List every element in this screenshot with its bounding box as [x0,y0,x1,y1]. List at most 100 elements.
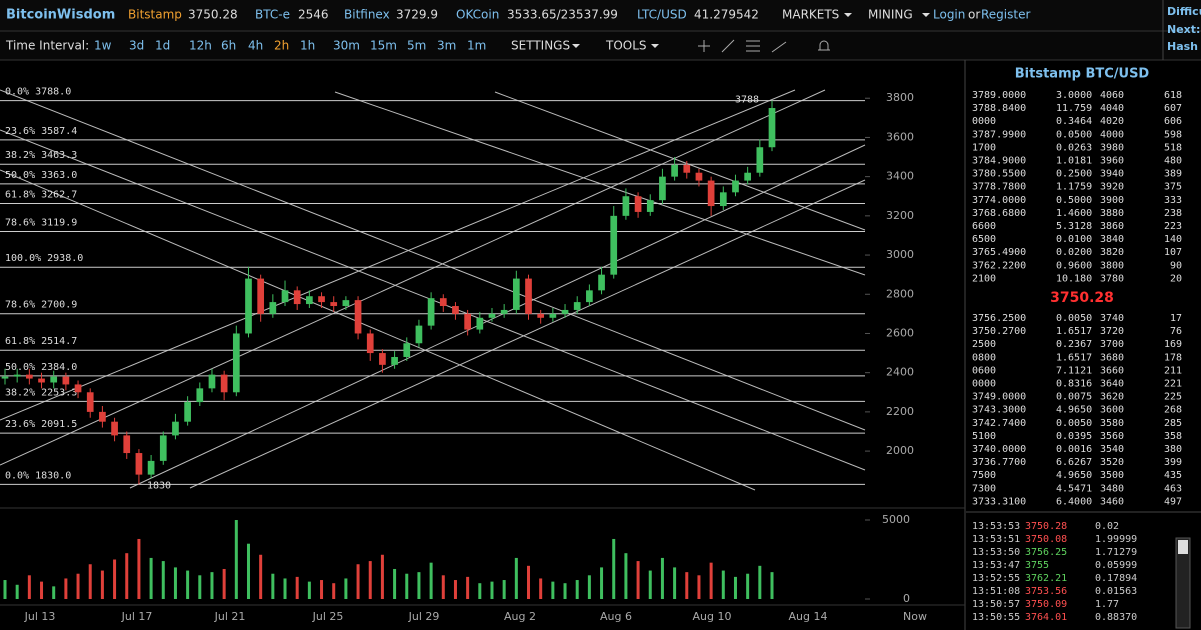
interval-button[interactable]: 15m [370,39,397,53]
scrollbar[interactable] [1175,537,1191,629]
candle-body [610,215,618,275]
volume-bar [636,561,640,599]
book-cell: 0.2500 [1056,169,1092,180]
ticker-name[interactable]: OKCoin [456,8,499,22]
interval-button[interactable]: 5m [407,39,426,53]
top-bar [0,0,1201,31]
interval-button[interactable]: 1m [467,39,486,53]
dropdown-arrow [922,13,930,17]
trade-price: 3755 [1025,560,1049,571]
book-cell: 4020 [1100,116,1124,127]
candle-body [744,172,751,181]
book-cell: 3740.0000 [972,444,1026,455]
book-cell: 3660 [1100,365,1124,376]
volume-bar [88,564,92,599]
interval-button[interactable]: 6h [221,39,236,53]
candle-body [330,302,338,307]
menu[interactable]: MINING [868,8,913,22]
candle-body [196,388,204,403]
candle-body [123,435,131,454]
interval-button[interactable]: 1w [94,39,112,53]
candle-body [184,402,191,422]
candle-body [306,296,313,305]
book-cell: 4040 [1100,103,1124,114]
interval-button[interactable]: 30m [333,39,360,53]
book-cell: 3774.0000 [972,195,1026,206]
book-cell: 1.6517 [1056,352,1092,363]
volume-bar [246,543,250,599]
brand[interactable]: BitcoinWisdom [6,8,115,23]
volume-bar [502,580,506,599]
book-cell: 7500 [972,470,996,481]
x-tick-label: Jul 29 [408,610,440,623]
candle-body [391,356,398,365]
candle-body [147,460,155,475]
interval-button[interactable]: 2h [274,39,289,53]
interval-button[interactable]: 3m [437,39,456,53]
interval-button[interactable]: 12h [189,39,212,53]
fib-label: 0.0% 3788.0 [5,87,71,98]
y-tick-label: 2200 [886,405,914,418]
y-tick-label: 3200 [886,209,914,222]
book-cell: 3920 [1100,182,1124,193]
toolbar [0,31,1201,60]
tools-menu[interactable]: TOOLS [605,39,647,53]
trade-time: 13:50:57 [972,599,1020,610]
x-tick-label: Jul 13 [24,610,56,623]
scroll-thumb[interactable] [1178,540,1188,554]
trade-price: 3750.09 [1025,599,1067,610]
volume-bar [697,575,701,599]
book-cell: 480 [1164,156,1182,167]
volume-bar [478,583,482,599]
book-cell: 3740 [1100,313,1124,324]
volume-bar [770,572,774,599]
side-info: Next: [1167,23,1200,36]
volume-bar [453,580,457,599]
candle-body [439,298,447,307]
menu[interactable]: MARKETS [782,8,839,22]
candle-body [768,108,776,148]
fib-label: 61.8% 2514.7 [5,336,77,347]
book-cell: 7.1121 [1056,365,1092,376]
ticker-name[interactable]: Bitfinex [344,8,390,22]
annotation: 3788 [735,95,759,106]
book-cell: 3749.0000 [972,392,1026,403]
book-cell: 90 [1170,260,1182,271]
ticker-name[interactable]: BTC-e [255,8,290,22]
book-cell: 3680 [1100,352,1124,363]
volume-bar [3,580,7,599]
volume-bar [539,578,543,599]
settings-menu[interactable]: SETTINGS [511,39,570,53]
y-tick-label: 2600 [886,326,914,339]
interval-button[interactable]: 1h [300,39,315,53]
trade-amount: 1.77 [1095,599,1119,610]
book-cell: 3768.6800 [972,208,1026,219]
trade-amount: 0.01563 [1095,586,1137,597]
interval-button[interactable]: 1d [155,39,170,53]
candle-body [62,376,70,385]
trade-time: 13:53:50 [972,547,1020,558]
ticker-name[interactable]: Bitstamp [128,8,182,22]
volume-bar [283,578,287,599]
book-cell: 3900 [1100,195,1124,206]
candle-body [257,278,265,314]
candle-body [719,192,727,207]
interval-button[interactable]: 3d [129,39,144,53]
book-cell: 6600 [972,221,996,232]
login-link[interactable]: Login [933,8,965,22]
volume-bar [234,520,238,599]
candle-body [476,317,484,330]
y-tick-label: 2000 [886,444,914,457]
register-link[interactable]: Register [981,8,1030,22]
volume-tick-label: 0 [903,592,910,605]
book-cell: 3700 [1100,339,1124,350]
book-cell: 3742.7400 [972,418,1026,429]
book-cell: 2100 [972,273,996,284]
tool-icons[interactable] [698,39,830,53]
volume-bar [673,567,677,599]
trend-line [494,91,866,231]
ticker-name[interactable]: LTC/USD [637,8,687,22]
volume-bar [709,562,713,599]
interval-button[interactable]: 4h [248,39,263,53]
book-cell: 3762.2200 [972,260,1026,271]
